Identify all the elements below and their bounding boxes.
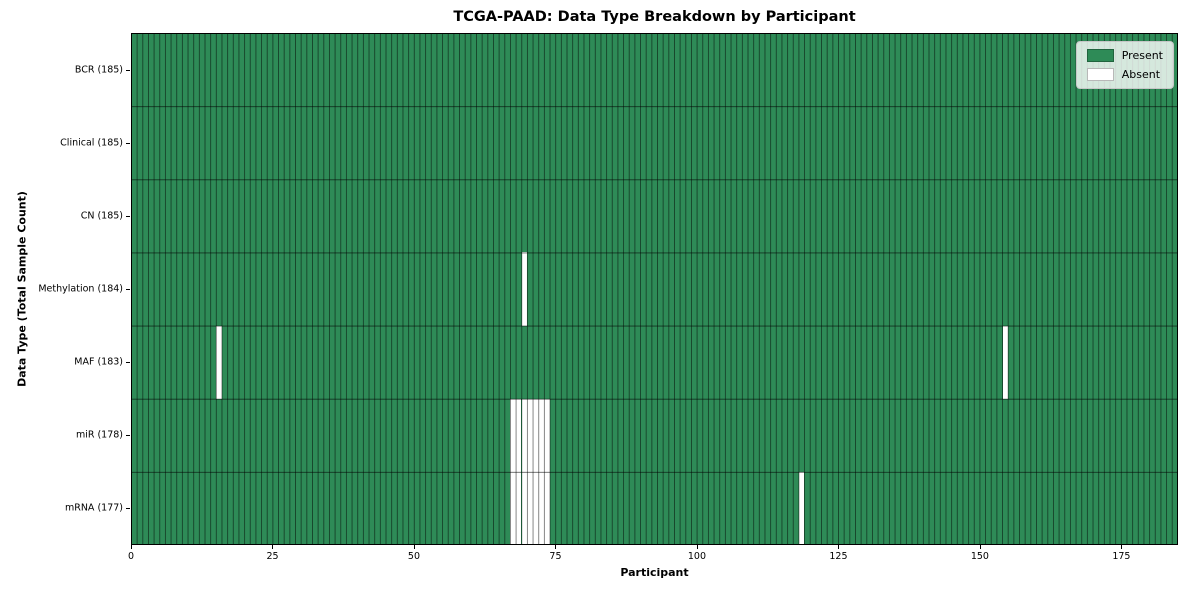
x-tick-label: 50: [407, 551, 421, 562]
y-tick-mark: [126, 508, 130, 510]
y-tick-label: BCR (185): [74, 64, 123, 76]
y-tick-mark: [126, 215, 130, 217]
absent-cell: [215, 325, 222, 399]
absent-cell: [544, 471, 550, 545]
x-tick-label: 25: [266, 551, 279, 562]
legend-swatch-present: [1086, 49, 1114, 62]
x-tick-label: 75: [549, 551, 562, 562]
legend-label: Absent: [1121, 68, 1161, 81]
x-tick-label: 0: [127, 551, 135, 562]
absent-cell: [521, 252, 528, 326]
x-tick-mark: [131, 545, 132, 549]
plot-background: [131, 33, 1178, 545]
absent-cell: [544, 398, 550, 472]
x-tick-mark: [696, 545, 698, 549]
y-tick-label: mRNA (177): [64, 502, 123, 514]
y-tick-label: miR (178): [75, 429, 123, 441]
x-tick-mark: [272, 545, 274, 549]
legend-swatch-absent: [1086, 68, 1114, 81]
x-axis-label: Participant: [620, 566, 689, 579]
x-tick-mark: [979, 545, 981, 549]
plot-area: Present Absent: [131, 33, 1178, 545]
y-tick-label: MAF (183): [74, 356, 123, 368]
absent-cell: [798, 471, 805, 545]
x-tick-mark: [1121, 545, 1123, 549]
legend-label: Present: [1121, 49, 1163, 62]
y-tick-label: Methylation (184): [38, 283, 123, 295]
y-tick-mark: [126, 142, 130, 144]
legend-item: Absent: [1086, 68, 1163, 81]
legend-item: Present: [1086, 49, 1163, 62]
y-tick-mark: [126, 289, 130, 290]
x-tick-label: 100: [687, 551, 707, 562]
x-tick-mark: [838, 545, 840, 549]
chart-title: TCGA-PAAD: Data Type Breakdown by Partic…: [453, 9, 856, 25]
y-tick-label: CN (185): [80, 210, 123, 222]
y-tick-mark: [126, 69, 130, 71]
absent-cell: [1002, 325, 1009, 399]
x-tick-label: 125: [829, 551, 848, 562]
legend: Present Absent: [1075, 41, 1174, 89]
y-tick-label: Clinical (185): [60, 137, 123, 149]
x-tick-mark: [555, 545, 557, 549]
y-tick-mark: [126, 435, 130, 437]
x-tick-mark: [413, 545, 415, 549]
x-tick-label: 150: [970, 551, 989, 562]
x-tick-label: 175: [1112, 551, 1131, 562]
y-tick-mark: [126, 362, 130, 364]
